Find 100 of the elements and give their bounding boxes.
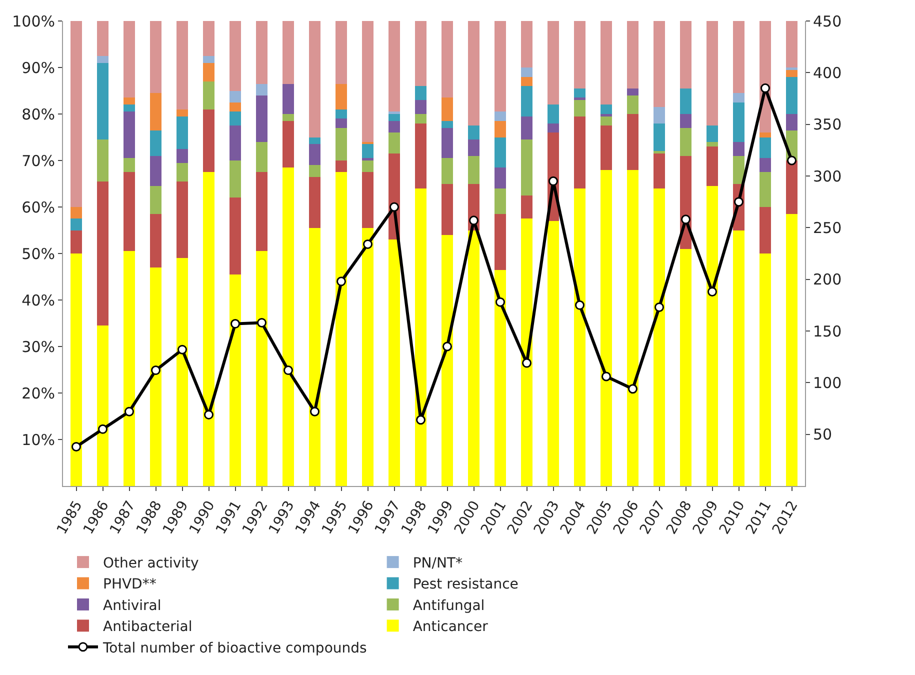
legend-label: Antifungal	[412, 598, 485, 614]
legend-label: Antiviral	[103, 598, 162, 614]
bar	[520, 140, 533, 196]
bar	[680, 114, 692, 128]
bar	[362, 160, 374, 172]
legend-label: PHVD**	[103, 576, 156, 593]
bar	[96, 21, 109, 56]
bar	[202, 21, 215, 56]
bar	[414, 188, 427, 486]
point	[681, 214, 690, 224]
bar	[494, 167, 506, 188]
y2-tick-label: 100	[813, 374, 842, 392]
bar	[308, 228, 321, 486]
bar	[362, 21, 374, 142]
point	[390, 202, 399, 212]
y2-tick-label: 150	[813, 322, 842, 340]
point	[363, 239, 372, 249]
bar	[600, 170, 612, 486]
bar	[123, 112, 136, 158]
bar	[600, 104, 612, 114]
bar	[520, 21, 533, 68]
bar	[335, 128, 348, 160]
bar	[123, 251, 136, 486]
bar	[732, 21, 745, 94]
bar	[441, 120, 454, 128]
bar	[414, 100, 427, 114]
bar	[176, 109, 188, 116]
bar	[414, 114, 427, 124]
bar	[600, 126, 612, 170]
bar	[706, 186, 718, 486]
bar	[176, 148, 188, 163]
point	[310, 406, 320, 416]
bar	[494, 188, 506, 214]
bar	[494, 120, 506, 138]
bar	[70, 218, 82, 230]
bar	[547, 21, 560, 105]
bar	[786, 76, 798, 114]
bar	[732, 230, 745, 486]
bar	[574, 100, 586, 116]
point	[496, 297, 505, 307]
bar	[547, 123, 560, 133]
bar	[414, 86, 427, 100]
point	[548, 176, 558, 186]
bar	[176, 162, 188, 182]
bar	[256, 95, 268, 142]
bar	[759, 207, 772, 254]
point	[654, 302, 664, 312]
bar	[600, 116, 612, 126]
bar	[335, 160, 348, 172]
bar	[759, 254, 772, 486]
point	[98, 424, 108, 434]
bar	[150, 156, 162, 186]
y2-tick-label: 350	[813, 116, 842, 134]
point	[72, 442, 81, 452]
bar	[70, 21, 82, 207]
point	[257, 318, 266, 328]
bar	[494, 112, 506, 121]
bar	[256, 172, 268, 252]
bar	[150, 267, 162, 486]
bar	[229, 160, 242, 198]
bar	[388, 21, 400, 112]
bar	[680, 248, 692, 486]
bar	[388, 240, 400, 486]
legend-label: Antibacterial	[103, 619, 192, 636]
bar	[653, 123, 666, 152]
legend-label: Pest resistance	[412, 576, 518, 593]
y-tick-label: 40%	[22, 291, 55, 310]
bar	[229, 90, 242, 102]
bar	[70, 230, 82, 254]
bar	[123, 172, 136, 252]
bar	[150, 130, 162, 156]
bar	[176, 181, 188, 258]
bar	[282, 84, 294, 114]
bar	[229, 274, 242, 486]
bar	[626, 170, 639, 486]
bar	[520, 195, 533, 219]
bar	[759, 172, 772, 207]
bar	[574, 116, 586, 188]
y-tick-label: 80%	[22, 105, 55, 124]
bar	[282, 167, 294, 486]
bar	[256, 251, 268, 486]
bar	[96, 62, 109, 140]
bar	[653, 154, 666, 188]
bar	[626, 88, 639, 96]
bar	[468, 230, 480, 486]
bar	[308, 137, 321, 144]
bar	[626, 95, 639, 114]
bar	[335, 172, 348, 486]
bar	[786, 21, 798, 68]
legend-label: Other activity	[103, 556, 199, 572]
bar	[229, 198, 242, 274]
bar	[96, 326, 109, 486]
bar	[202, 109, 215, 172]
point	[178, 344, 187, 354]
bar	[123, 104, 136, 112]
bar	[680, 88, 692, 114]
bar	[759, 137, 772, 158]
bar	[388, 114, 400, 121]
y-tick-label: 100%	[12, 12, 55, 30]
bar	[150, 214, 162, 268]
